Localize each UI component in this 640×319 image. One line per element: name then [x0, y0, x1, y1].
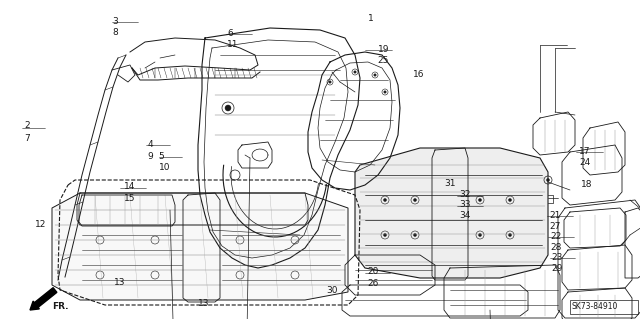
Text: 33: 33 — [460, 200, 471, 209]
Circle shape — [479, 234, 481, 236]
Text: 12: 12 — [35, 220, 47, 229]
Text: 26: 26 — [367, 279, 379, 288]
Circle shape — [383, 234, 387, 236]
Polygon shape — [52, 193, 348, 300]
Text: 4: 4 — [147, 140, 153, 149]
Text: SK73-84910: SK73-84910 — [572, 302, 618, 311]
Text: 24: 24 — [579, 158, 591, 167]
Circle shape — [225, 105, 231, 111]
FancyArrow shape — [30, 288, 57, 310]
Circle shape — [509, 234, 511, 236]
Text: 18: 18 — [581, 180, 593, 189]
Text: 15: 15 — [124, 194, 135, 203]
Circle shape — [374, 74, 376, 76]
Text: 23: 23 — [552, 253, 563, 262]
Text: 34: 34 — [460, 211, 471, 219]
Text: 13: 13 — [114, 278, 125, 286]
Text: 20: 20 — [367, 267, 379, 276]
Text: 17: 17 — [579, 147, 591, 156]
Text: 25: 25 — [378, 56, 389, 65]
Text: 13: 13 — [198, 299, 210, 308]
Text: 31: 31 — [444, 179, 456, 188]
Text: 6: 6 — [227, 29, 233, 38]
Circle shape — [384, 91, 386, 93]
Bar — [570, 300, 638, 314]
Circle shape — [479, 198, 481, 202]
Text: 27: 27 — [549, 222, 561, 231]
Circle shape — [383, 198, 387, 202]
Text: 11: 11 — [227, 40, 239, 49]
Text: FR.: FR. — [52, 302, 68, 311]
Circle shape — [329, 81, 332, 83]
Text: 32: 32 — [460, 190, 471, 199]
Text: 8: 8 — [112, 28, 118, 37]
Text: 21: 21 — [549, 211, 561, 219]
Circle shape — [509, 198, 511, 202]
Text: 22: 22 — [550, 232, 562, 241]
Text: 3: 3 — [112, 17, 118, 26]
Circle shape — [413, 234, 417, 236]
Text: 14: 14 — [124, 182, 135, 191]
Circle shape — [413, 198, 417, 202]
Text: 19: 19 — [378, 45, 389, 54]
Circle shape — [547, 179, 550, 182]
Text: 28: 28 — [550, 243, 562, 252]
Text: 29: 29 — [552, 264, 563, 273]
Text: 16: 16 — [413, 70, 424, 79]
Text: 1: 1 — [368, 14, 374, 23]
Circle shape — [354, 71, 356, 73]
Text: 7: 7 — [24, 134, 30, 143]
Text: 10: 10 — [159, 163, 170, 172]
Text: 9: 9 — [147, 152, 153, 161]
Text: 5: 5 — [159, 152, 164, 161]
Text: 30: 30 — [326, 286, 338, 295]
Polygon shape — [355, 148, 548, 278]
Text: 2: 2 — [24, 121, 30, 130]
